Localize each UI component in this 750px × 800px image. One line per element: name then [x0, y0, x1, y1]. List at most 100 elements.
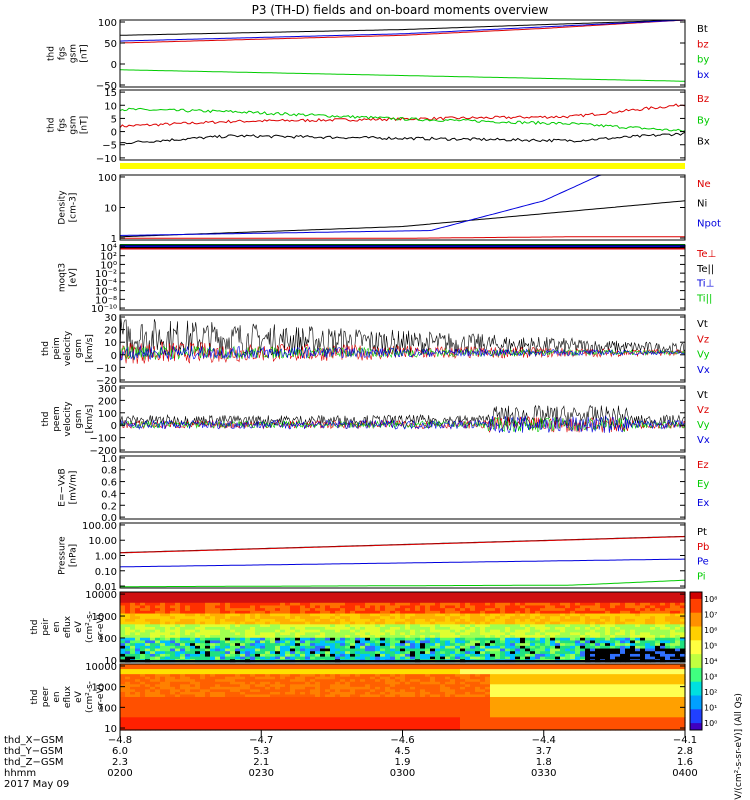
- ylabel-line: eV: [74, 620, 84, 633]
- heat-cell: [555, 653, 561, 658]
- heat-cell: [430, 722, 436, 726]
- heat-cell: [150, 618, 156, 623]
- heat-cell: [165, 632, 171, 636]
- heat-cell: [530, 629, 536, 633]
- series-Bt: [120, 19, 686, 36]
- heat-cell: [305, 645, 311, 650]
- heat-cell: [460, 669, 466, 673]
- heat-cell: [210, 709, 216, 713]
- heat-cell: [180, 616, 186, 620]
- heat-cell: [330, 627, 336, 631]
- heat-cell: [530, 645, 536, 650]
- heat-cell: [450, 686, 456, 690]
- heat-cell: [580, 637, 586, 642]
- heat-cell: [540, 653, 546, 658]
- heat-cell: [335, 709, 341, 713]
- heat-cell: [420, 602, 426, 607]
- heat-cell: [285, 707, 291, 711]
- heat-cell: [170, 679, 176, 683]
- heat-cell: [520, 597, 526, 601]
- heat-cell: [385, 707, 391, 711]
- heat-cell: [245, 709, 251, 713]
- heat-cell: [250, 627, 256, 631]
- heat-cell: [260, 669, 266, 673]
- heat-cell: [300, 597, 306, 601]
- heat-cell: [370, 618, 376, 623]
- heat-cell: [455, 629, 461, 633]
- heat-cell: [280, 618, 286, 623]
- heat-cell: [330, 699, 336, 703]
- heat-cell: [130, 592, 136, 596]
- heat-cell: [425, 635, 431, 639]
- heat-cell: [520, 632, 526, 636]
- heat-cell: [330, 602, 336, 607]
- heat-cell: [310, 684, 316, 688]
- heat-cell: [195, 656, 201, 660]
- heat-cell: [425, 664, 431, 668]
- heat-cell: [170, 709, 176, 713]
- heat-cell: [660, 592, 666, 596]
- heat-cell: [190, 669, 196, 673]
- heat-cell: [385, 656, 391, 660]
- heat-cell: [395, 627, 401, 631]
- heat-cell: [575, 651, 581, 655]
- heat-cell: [385, 635, 391, 639]
- heat-cell: [370, 712, 376, 716]
- heat-cell: [355, 671, 361, 675]
- heat-cell: [325, 624, 331, 628]
- heat-cell: [655, 632, 661, 636]
- heat-cell: [535, 597, 541, 601]
- heat-cell: [375, 727, 381, 731]
- heat-cell: [155, 709, 161, 713]
- heat-cell: [545, 618, 551, 623]
- heat-cell: [290, 616, 296, 620]
- heat-cell: [245, 643, 251, 647]
- heat-cell: [185, 600, 191, 604]
- heat-cell: [385, 621, 391, 625]
- heat-cell: [665, 592, 671, 596]
- heat-cell: [295, 697, 301, 701]
- heat-cell: [230, 600, 236, 604]
- heat-cell: [135, 616, 141, 620]
- heat-cell: [680, 600, 686, 604]
- heat-cell: [590, 618, 596, 623]
- heat-cell: [265, 594, 271, 598]
- heat-cell: [520, 621, 526, 625]
- heat-cell: [320, 632, 326, 636]
- heat-cell: [485, 648, 491, 652]
- heat-cell: [625, 632, 631, 636]
- heat-cell: [215, 724, 221, 729]
- heat-cell: [545, 613, 551, 617]
- heat-cell: [200, 702, 206, 706]
- heat-cell: [510, 621, 516, 625]
- heat-cell: [280, 674, 286, 678]
- ytick-label: 5: [111, 114, 117, 125]
- heat-cell: [320, 637, 326, 642]
- heat-cell: [475, 613, 481, 617]
- heat-cell: [610, 651, 616, 655]
- heat-cell: [245, 616, 251, 620]
- heat-cell: [575, 627, 581, 631]
- heat-cell: [365, 722, 371, 726]
- heat-cell: [385, 640, 391, 644]
- heat-cell: [385, 629, 391, 633]
- heat-cell: [580, 627, 586, 631]
- heat-cell: [125, 681, 131, 685]
- heat-cell: [130, 676, 136, 680]
- heat-cell: [430, 681, 436, 685]
- heat-cell: [500, 635, 506, 639]
- heat-cell: [665, 632, 671, 636]
- heat-cell: [125, 704, 131, 708]
- heat-cell: [300, 600, 306, 604]
- heat-cell: [585, 627, 591, 631]
- heat-cell: [145, 618, 151, 623]
- heat-cell: [185, 629, 191, 633]
- heat-cell: [380, 613, 386, 617]
- heat-cell: [125, 686, 131, 690]
- heat-cell: [605, 643, 611, 647]
- heat-cell: [135, 643, 141, 647]
- heat-cell: [520, 600, 526, 604]
- heat-cell: [425, 618, 431, 623]
- heat-cell: [420, 684, 426, 688]
- heat-cell: [420, 714, 426, 718]
